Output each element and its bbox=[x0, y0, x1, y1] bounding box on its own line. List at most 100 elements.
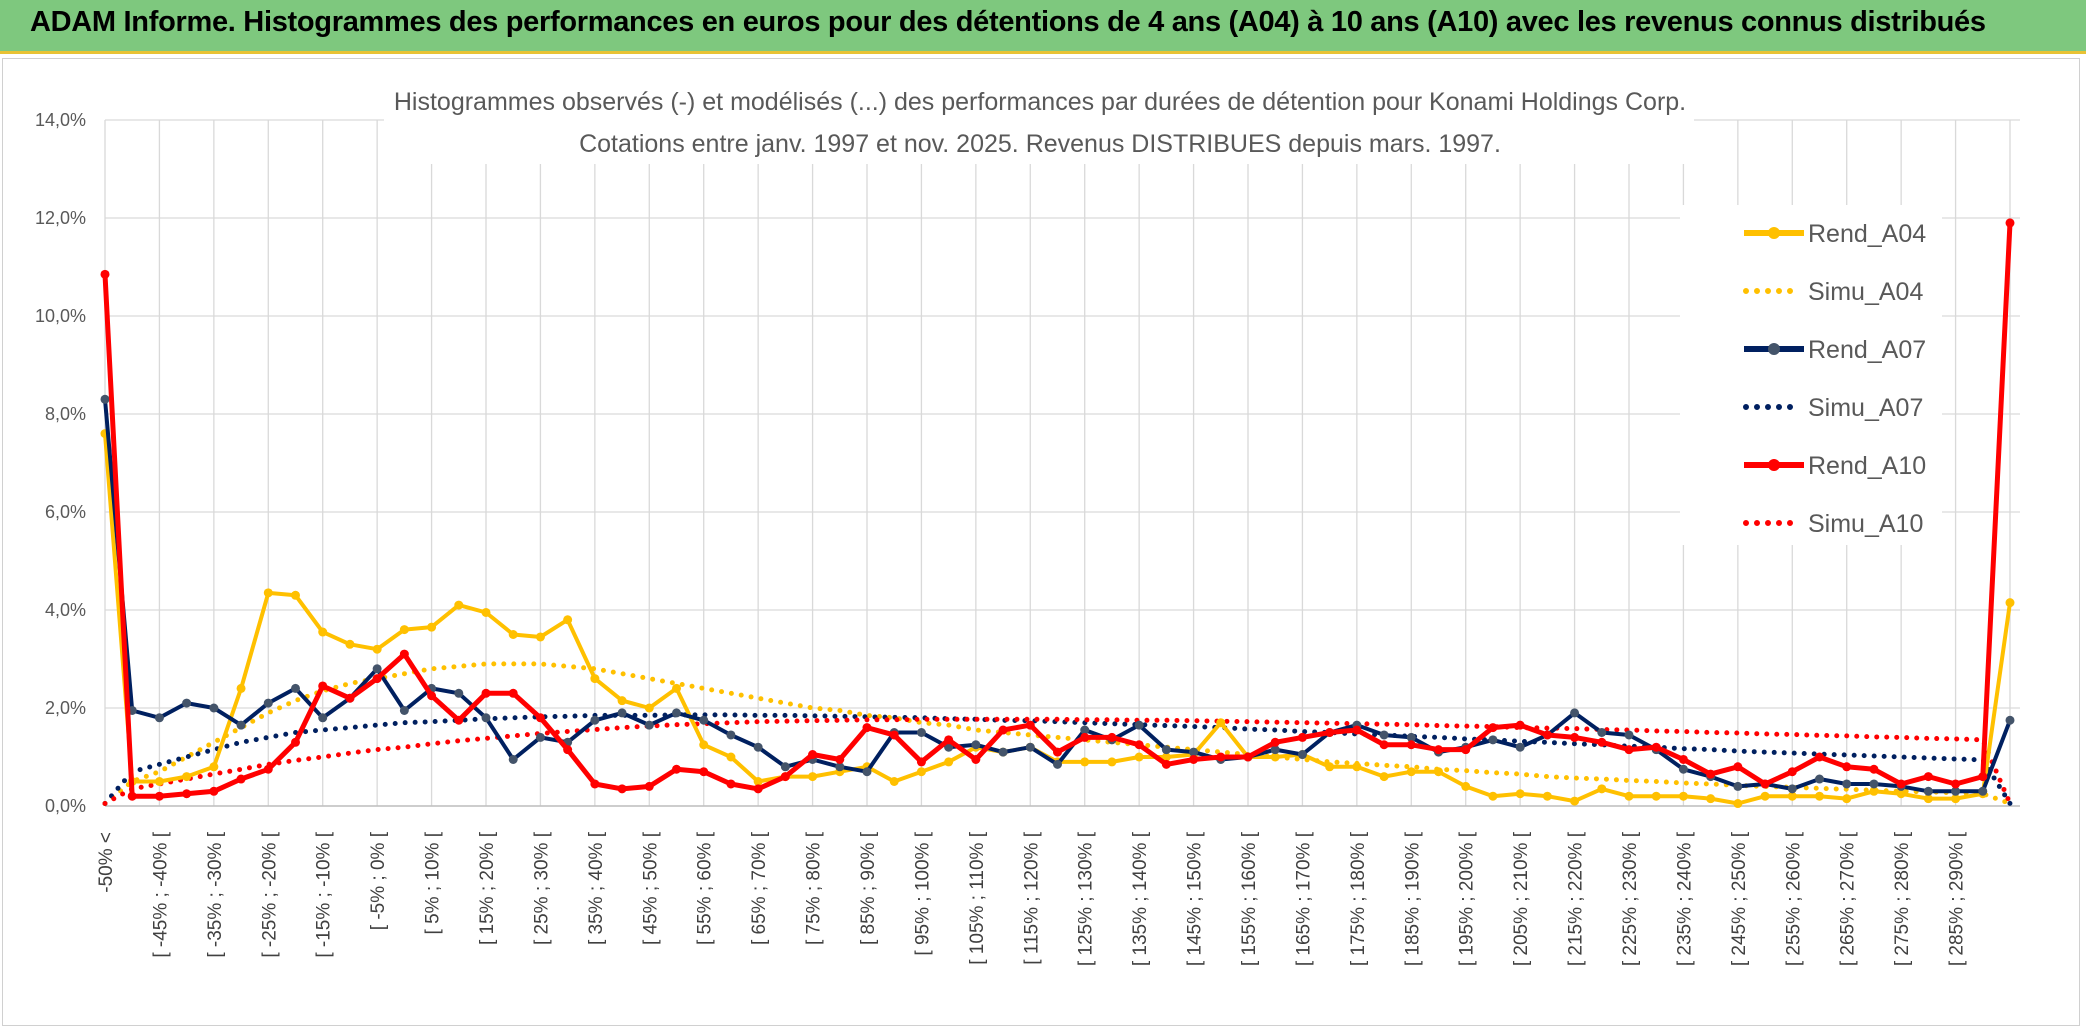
data-point-rend-a10 bbox=[318, 681, 328, 691]
data-point-rend-a04 bbox=[644, 703, 654, 713]
data-point-rend-a07 bbox=[291, 683, 300, 693]
data-point-rend-a04 bbox=[1951, 794, 1961, 804]
data-point-rend-a04 bbox=[2005, 598, 2015, 608]
data-point-rend-a10 bbox=[1896, 779, 1906, 789]
x-tick-label: [ 15% ; 20% [ bbox=[477, 831, 498, 945]
data-point-rend-a07 bbox=[1161, 745, 1171, 755]
data-point-rend-a10 bbox=[753, 784, 763, 794]
data-point-rend-a04 bbox=[1678, 791, 1688, 801]
data-point-rend-a04 bbox=[1161, 752, 1171, 762]
data-point-rend-a04 bbox=[889, 777, 899, 786]
data-point-rend-a10 bbox=[590, 779, 600, 789]
data-point-rend-a04 bbox=[1107, 757, 1117, 767]
data-point-rend-a07 bbox=[100, 394, 110, 404]
data-point-rend-a04 bbox=[590, 674, 600, 684]
data-point-rend-a10 bbox=[971, 754, 981, 764]
data-point-rend-a07 bbox=[236, 720, 246, 730]
data-point-rend-a04 bbox=[1270, 752, 1280, 762]
x-tick-label: [ 115% ; 120% [ bbox=[1021, 831, 1042, 964]
chart-titles: Histogrammes observés (-) et modélisés (… bbox=[384, 80, 1694, 164]
data-point-rend-a10 bbox=[672, 764, 681, 774]
data-point-rend-a04 bbox=[318, 627, 328, 637]
data-point-rend-a04 bbox=[1896, 789, 1906, 799]
data-point-rend-a07 bbox=[644, 720, 654, 730]
data-point-rend-a07 bbox=[862, 767, 872, 777]
data-point-rend-a10 bbox=[263, 764, 273, 774]
x-tick-label: [ 45% ; 50% [ bbox=[640, 831, 661, 945]
data-point-rend-a10 bbox=[1760, 779, 1770, 789]
data-point-rend-a10 bbox=[808, 750, 818, 760]
data-point-rend-a07 bbox=[1869, 779, 1879, 789]
x-tick-label: [ 105% ; 110% [ bbox=[967, 831, 988, 964]
data-point-rend-a04 bbox=[236, 683, 246, 693]
data-point-rend-a04 bbox=[291, 590, 300, 600]
data-point-rend-a07 bbox=[726, 730, 736, 740]
data-point-rend-a04 bbox=[1325, 762, 1335, 772]
data-point-rend-a10 bbox=[1842, 762, 1852, 772]
data-point-rend-a07 bbox=[1270, 745, 1280, 755]
data-point-rend-a10 bbox=[236, 774, 246, 784]
y-tick-label: 0,0% bbox=[45, 796, 86, 816]
y-tick-label: 14,0% bbox=[35, 110, 86, 130]
data-point-rend-a04 bbox=[1515, 789, 1525, 799]
data-point-rend-a07 bbox=[699, 715, 709, 725]
data-point-rend-a07 bbox=[1515, 742, 1525, 752]
data-point-rend-a10 bbox=[1624, 745, 1634, 755]
data-point-rend-a10 bbox=[835, 754, 845, 764]
data-point-rend-a04 bbox=[1651, 791, 1661, 801]
data-point-rend-a07 bbox=[672, 708, 681, 718]
data-point-rend-a04 bbox=[1488, 791, 1498, 801]
data-point-rend-a04 bbox=[808, 772, 818, 782]
x-tick-label: [ 155% ; 160% [ bbox=[1239, 831, 1260, 966]
data-point-rend-a04 bbox=[1869, 786, 1879, 796]
x-tick-label: [ -15% ; -10% [ bbox=[314, 831, 335, 957]
x-tick-label: [ 65% ; 70% [ bbox=[749, 831, 770, 945]
data-point-rend-a10 bbox=[699, 767, 709, 777]
title-backdrop bbox=[384, 80, 1694, 164]
data-point-rend-a04 bbox=[535, 632, 545, 642]
x-tick-label: [ -35% ; -30% [ bbox=[205, 831, 226, 957]
data-point-rend-a04 bbox=[1134, 752, 1144, 762]
data-point-rend-a10 bbox=[1053, 747, 1062, 757]
x-tick-label: [ 285% ; 290% [ bbox=[1947, 831, 1968, 966]
data-point-rend-a07 bbox=[372, 664, 382, 674]
data-point-rend-a10 bbox=[644, 781, 654, 791]
data-point-rend-a04 bbox=[563, 615, 573, 625]
data-point-rend-a10 bbox=[345, 693, 355, 703]
y-tick-label: 6,0% bbox=[45, 502, 86, 522]
x-tick-label: [ 35% ; 40% [ bbox=[586, 831, 607, 945]
legend-label-simu-a10: Simu_A10 bbox=[1808, 510, 1923, 538]
header-bar: ADAM Informe. Histogrammes des performan… bbox=[0, 0, 2086, 54]
data-point-rend-a07 bbox=[2005, 715, 2015, 725]
data-point-rend-a10 bbox=[916, 757, 926, 767]
data-point-rend-a04 bbox=[1706, 794, 1716, 804]
data-point-rend-a04 bbox=[1760, 791, 1770, 801]
data-point-rend-a10 bbox=[508, 688, 518, 698]
data-point-rend-a10 bbox=[1216, 752, 1226, 762]
data-point-rend-a07 bbox=[154, 713, 164, 723]
data-point-rend-a10 bbox=[1134, 740, 1144, 750]
data-point-rend-a07 bbox=[1570, 708, 1580, 718]
data-point-rend-a04 bbox=[481, 607, 491, 617]
data-point-rend-a10 bbox=[100, 269, 110, 279]
data-point-rend-a04 bbox=[672, 683, 681, 693]
data-point-rend-a04 bbox=[1379, 772, 1389, 782]
data-point-rend-a04 bbox=[372, 644, 382, 654]
data-point-rend-a04 bbox=[1434, 767, 1443, 777]
y-tick-label: 10,0% bbox=[35, 306, 86, 326]
data-point-rend-a04 bbox=[154, 777, 164, 786]
legend-box bbox=[1680, 205, 1942, 545]
data-point-rend-a10 bbox=[617, 784, 627, 794]
data-point-rend-a10 bbox=[1189, 754, 1199, 764]
data-point-rend-a10 bbox=[889, 730, 899, 740]
y-tick-label: 4,0% bbox=[45, 600, 86, 620]
data-point-rend-a10 bbox=[998, 725, 1008, 735]
legend-marker-rend-a04 bbox=[1768, 227, 1780, 239]
data-point-rend-a07 bbox=[1733, 781, 1743, 791]
data-point-rend-a07 bbox=[944, 742, 954, 752]
data-point-rend-a10 bbox=[726, 779, 736, 789]
data-point-rend-a04 bbox=[1570, 796, 1580, 806]
data-point-rend-a10 bbox=[862, 723, 872, 733]
data-point-rend-a07 bbox=[1951, 786, 1961, 796]
x-axis-ticks: -50% < [ -45% ; -40% [[ -35% ; -30% [[ -2… bbox=[96, 831, 1968, 966]
